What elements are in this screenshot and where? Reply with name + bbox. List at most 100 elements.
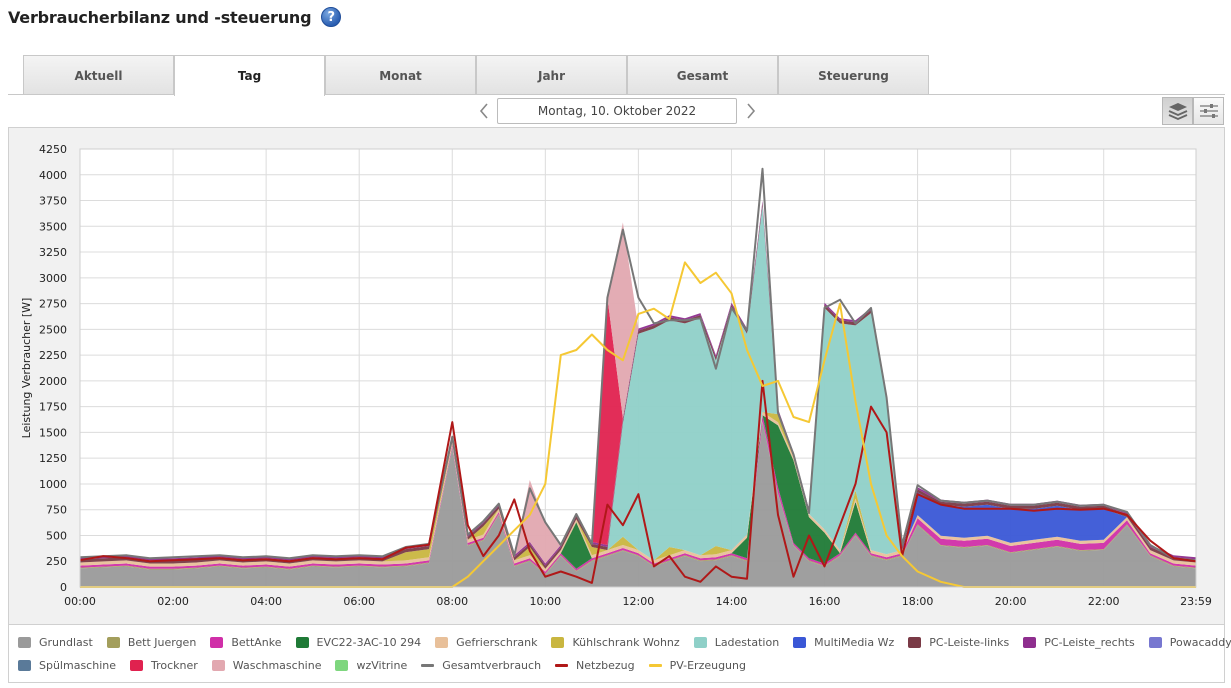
y-tick-label: 4000	[39, 169, 67, 182]
x-tick-label: 04:00	[250, 595, 282, 608]
y-tick-label: 3750	[39, 195, 67, 208]
x-tick-label: 12:00	[623, 595, 655, 608]
legend-swatch	[106, 636, 120, 648]
legend-item[interactable]: MultiMedia Wz	[793, 636, 894, 649]
tab-tag[interactable]: Tag	[174, 55, 325, 96]
x-tick-label: 23:59	[1180, 595, 1212, 608]
legend-item[interactable]: BettAnke	[210, 635, 282, 649]
legend-label: Waschmaschine	[232, 658, 322, 672]
legend-swatch	[18, 636, 31, 648]
legend-item[interactable]: EVC22-3AC-10 294	[295, 636, 421, 649]
y-axis-label: Leistung Verbraucher [W]	[20, 298, 33, 439]
x-tick-label: 06:00	[343, 595, 375, 608]
legend-item[interactable]: wzVitrine	[335, 659, 407, 672]
legend-item[interactable]: Kühlschrank Wohnz	[551, 636, 680, 649]
page-title: Verbraucherbilanz und -steuerung	[8, 7, 312, 27]
chart-legend: Grundlast Bett Juergen BettAnke EVC22-3AC-1…	[8, 625, 1231, 683]
layers-icon	[1168, 103, 1187, 120]
legend-label: Grundlast	[39, 635, 93, 649]
chevron-left-icon[interactable]	[474, 100, 494, 122]
y-tick-label: 4250	[39, 143, 67, 156]
y-tick-label: 500	[46, 529, 67, 542]
legend-item[interactable]: Gesamtverbrauch	[421, 659, 541, 672]
y-tick-label: 3250	[39, 246, 67, 259]
y-tick-label: 2500	[39, 323, 67, 336]
legend-item[interactable]: PC-Leiste_rechts	[1023, 636, 1135, 649]
legend-label: Bett Juergen	[127, 635, 197, 649]
legend-swatch	[1148, 636, 1162, 648]
legend-swatch	[793, 636, 807, 648]
series-multimedia-wz-area	[80, 205, 1196, 569]
y-tick-label: 2250	[39, 349, 67, 362]
chevron-right-icon[interactable]	[741, 100, 761, 122]
legend-swatch	[648, 663, 662, 667]
legend-label: Gefrierschrank	[456, 635, 538, 649]
y-tick-label: 2000	[39, 375, 67, 388]
legend-swatch	[18, 659, 31, 671]
legend-swatch	[421, 663, 435, 667]
y-tick-label: 3000	[39, 272, 67, 285]
legend-item[interactable]: Bett Juergen	[106, 635, 197, 649]
legend-item[interactable]: Trockner	[130, 659, 198, 672]
legend-label: wzVitrine	[356, 658, 408, 672]
x-tick-label: 00:00	[64, 595, 96, 608]
tab-jahr[interactable]: Jahr	[476, 55, 627, 95]
consumption-chart: 0 250 500 750 1000 1250 1500 1750 2000 2250 2500 27…	[20, 143, 1212, 608]
x-tick-label: 22:00	[1088, 595, 1120, 608]
legend-label: BettAnke	[231, 635, 282, 649]
legend-item[interactable]: Gefrierschrank	[435, 636, 537, 649]
legend-swatch	[551, 636, 565, 648]
tab-steuerung[interactable]: Steuerung	[778, 55, 929, 95]
legend-swatch	[211, 659, 225, 671]
y-tick-label: 3500	[39, 220, 67, 233]
y-tick-label: 0	[60, 581, 67, 594]
legend-swatch	[908, 636, 922, 648]
legend-item[interactable]: Waschmaschine	[211, 658, 322, 672]
y-tick-label: 750	[46, 504, 67, 517]
legend-label: Gesamtverbrauch	[442, 658, 542, 672]
tab-bar: Aktuell Tag Monat Jahr Gesamt Steuerung	[23, 55, 929, 96]
y-tick-label: 1750	[39, 401, 67, 414]
series-ladestation-area	[80, 205, 1196, 569]
layers-view-button[interactable]	[1162, 97, 1193, 125]
help-icon[interactable]: ?	[321, 7, 342, 27]
legend-item[interactable]: PC-Leiste-links	[908, 636, 1009, 649]
tab-divider	[8, 94, 1225, 95]
legend-label: PC-Leiste-links	[929, 635, 1010, 649]
x-tick-label: 18:00	[902, 595, 934, 608]
legend-item[interactable]: Ladestation	[693, 636, 779, 649]
legend-item[interactable]: Powacaddy	[1148, 635, 1231, 649]
chart-container: 0 250 500 750 1000 1250 1500 1750 2000 2250 2500 27…	[8, 127, 1225, 625]
tab-gesamt[interactable]: Gesamt	[627, 55, 778, 95]
tab-monat[interactable]: Monat	[325, 55, 476, 95]
header: Verbraucherbilanz und -steuerung ?	[8, 5, 342, 29]
x-tick-label: 02:00	[157, 595, 189, 608]
legend-swatch	[130, 659, 143, 671]
y-tick-label: 1500	[39, 426, 67, 439]
legend-label: Trockner	[151, 658, 198, 672]
tab-aktuell[interactable]: Aktuell	[23, 55, 174, 95]
series-netzbezug-line	[79, 379, 1197, 584]
legend-swatch	[295, 636, 309, 648]
legend-swatch	[693, 636, 707, 648]
sliders-view-button[interactable]	[1193, 97, 1224, 125]
view-toggle	[1162, 97, 1224, 125]
legend-row: Spülmaschine Trockner Waschmaschine wzVitri…	[18, 657, 760, 673]
legend-swatch	[1023, 636, 1037, 648]
y-tick-label: 250	[46, 555, 67, 568]
legend-item[interactable]: Netzbezug	[555, 659, 635, 672]
y-tick-label: 1000	[39, 478, 67, 491]
legend-label: Netzbezug	[576, 658, 635, 672]
legend-label: Powacaddy	[1169, 635, 1231, 649]
legend-label: MultiMedia Wz	[814, 635, 895, 649]
x-tick-label: 20:00	[995, 595, 1027, 608]
date-field[interactable]: Montag, 10. Oktober 2022	[497, 98, 737, 124]
plot-border	[79, 148, 1197, 588]
x-tick-label: 16:00	[809, 595, 841, 608]
date-navigation: Montag, 10. Oktober 2022	[0, 98, 1231, 124]
legend-item[interactable]: Grundlast	[18, 636, 93, 649]
legend-item[interactable]: Spülmaschine	[18, 659, 116, 672]
legend-item[interactable]: PV-Erzeugung	[648, 659, 746, 672]
x-tick-label: 08:00	[436, 595, 468, 608]
legend-swatch	[335, 659, 349, 671]
